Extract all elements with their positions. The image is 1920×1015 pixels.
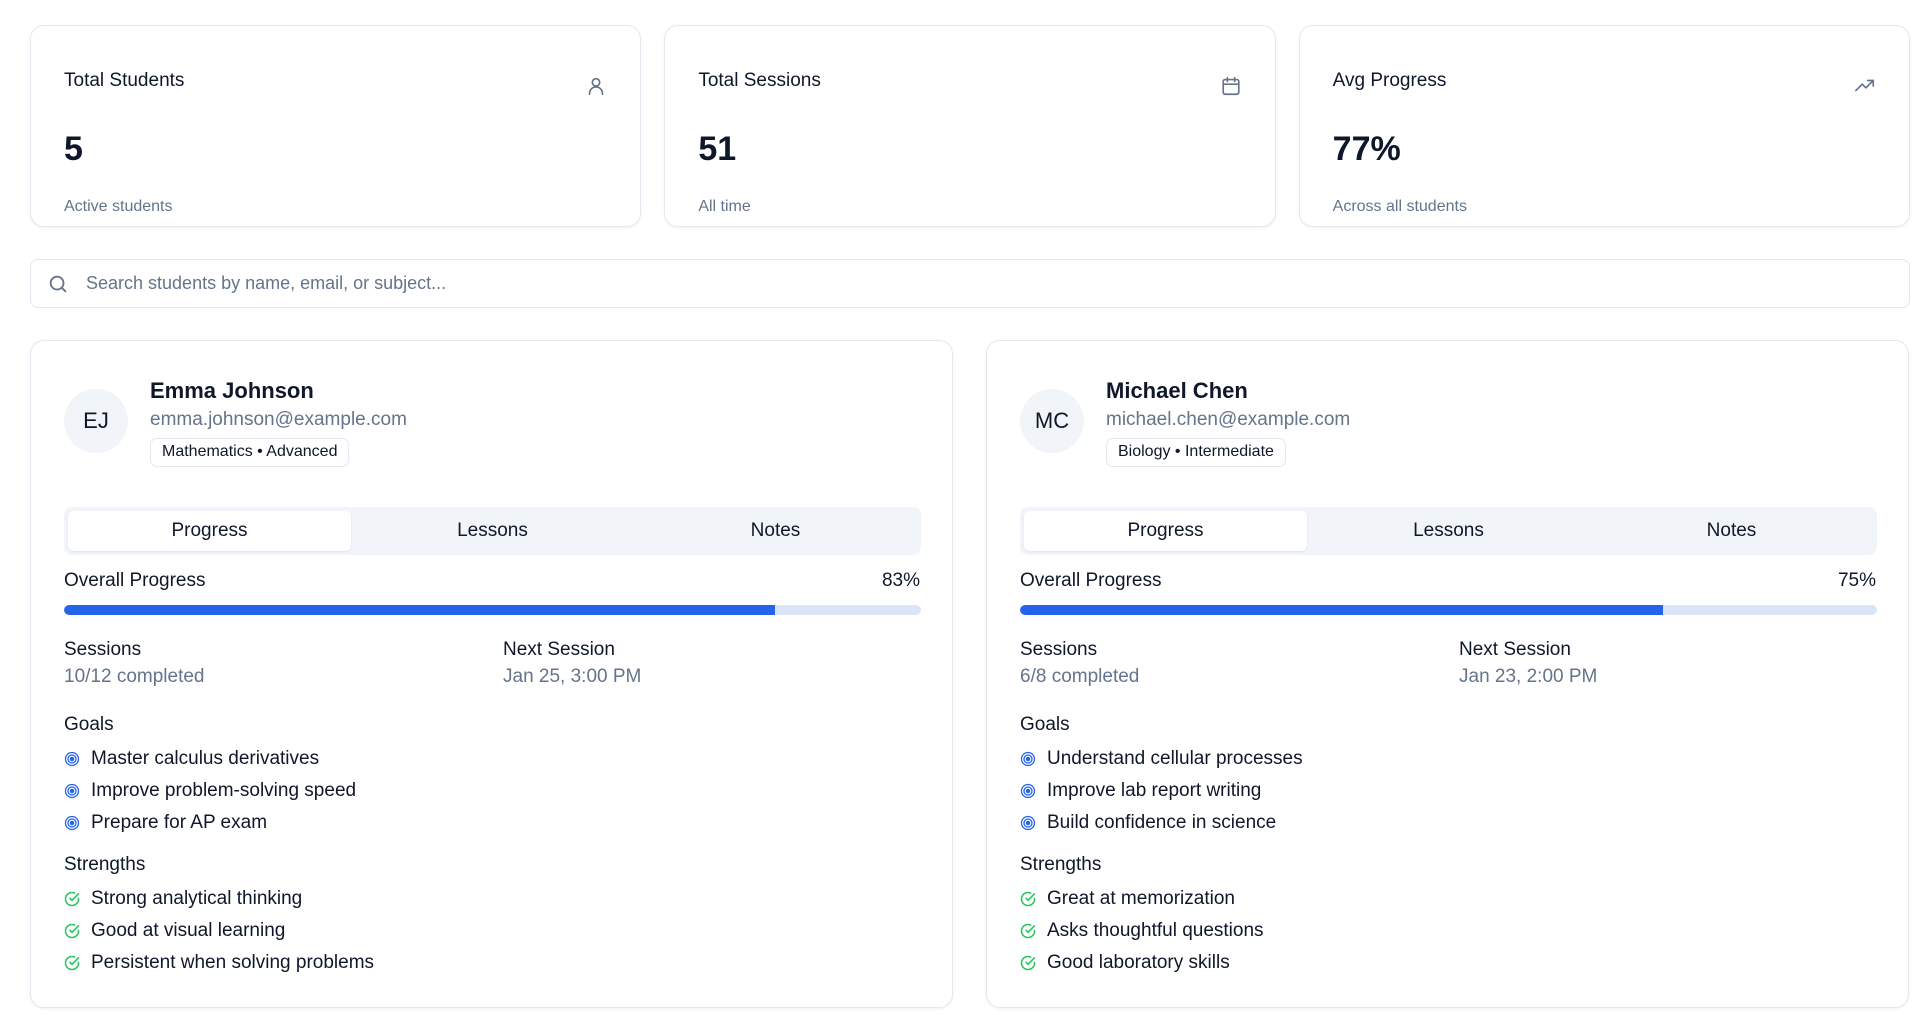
progress-bar — [64, 605, 921, 615]
progress-bar — [1020, 605, 1877, 615]
check-circle-icon — [64, 955, 80, 971]
progress-percent: 83% — [881, 570, 920, 591]
tab-lessons[interactable]: Lessons — [457, 520, 528, 541]
avatar: MC — [1020, 389, 1084, 453]
goal-text: Prepare for AP exam — [91, 812, 268, 833]
progress-label: Overall Progress — [64, 570, 206, 591]
stat-value: 77% — [1332, 130, 1401, 168]
sessions-value: 10/12 completed — [64, 666, 205, 687]
tab-progress[interactable]: Progress — [1024, 511, 1307, 551]
strength-text: Good laboratory skills — [1047, 952, 1230, 973]
goal-text: Improve lab report writing — [1047, 780, 1262, 801]
strength-text: Good at visual learning — [91, 920, 286, 941]
next-session-label: Next Session — [1459, 639, 1571, 660]
stat-card-avg-progress: Avg Progress 77% Across all students — [1298, 25, 1910, 227]
next-session-label: Next Session — [503, 639, 615, 660]
target-icon — [64, 751, 80, 767]
student-cards: EJ Emma Johnson emma.johnson@example.com… — [30, 340, 1910, 1008]
subject-badge: Biology • Intermediate — [1106, 438, 1286, 467]
student-name: Emma Johnson — [150, 378, 314, 403]
goal-item: Build confidence in science — [1020, 807, 1303, 839]
tab-notes[interactable]: Notes — [1706, 520, 1757, 541]
strength-item: Great at memorization — [1020, 883, 1264, 915]
goals-list: Understand cellular processes Improve la… — [1020, 743, 1303, 839]
next-session-value: Jan 23, 2:00 PM — [1459, 666, 1598, 687]
strength-text: Asks thoughtful questions — [1047, 920, 1264, 941]
target-icon — [64, 783, 80, 799]
stat-title: Total Students — [64, 70, 185, 91]
trending-up-icon — [1854, 75, 1876, 97]
tab-notes[interactable]: Notes — [750, 520, 801, 541]
target-icon — [1020, 815, 1036, 831]
strengths-list: Great at memorization Asks thoughtful qu… — [1020, 883, 1264, 979]
progress-bar-fill — [1020, 605, 1663, 615]
goal-item: Understand cellular processes — [1020, 743, 1303, 775]
stat-value: 51 — [698, 130, 737, 168]
strength-item: Persistent when solving problems — [64, 947, 374, 979]
tab-lessons[interactable]: Lessons — [1413, 520, 1484, 541]
search-icon — [47, 273, 69, 295]
target-icon — [1020, 783, 1036, 799]
check-circle-icon — [64, 923, 80, 939]
tab-progress[interactable]: Progress — [68, 511, 351, 551]
check-circle-icon — [64, 891, 80, 907]
strength-item: Good laboratory skills — [1020, 947, 1264, 979]
tab-list: Progress Lessons Notes — [1020, 507, 1877, 555]
goals-heading: Goals — [64, 714, 114, 735]
next-session-value: Jan 25, 3:00 PM — [503, 666, 642, 687]
search-input[interactable] — [86, 260, 1886, 306]
stats-row: Total Students 5 Active students Total S… — [30, 25, 1910, 227]
student-name: Michael Chen — [1106, 378, 1248, 403]
goal-item: Master calculus derivatives — [64, 743, 356, 775]
student-email: michael.chen@example.com — [1106, 409, 1351, 430]
stat-value: 5 — [64, 130, 83, 168]
stat-title: Avg Progress — [1332, 70, 1447, 91]
target-icon — [64, 815, 80, 831]
user-icon — [585, 75, 607, 97]
goals-list: Master calculus derivatives Improve prob… — [64, 743, 356, 839]
goal-item: Prepare for AP exam — [64, 807, 356, 839]
goal-text: Improve problem-solving speed — [91, 780, 357, 801]
student-email: emma.johnson@example.com — [150, 409, 407, 430]
goal-text: Build confidence in science — [1047, 812, 1277, 833]
progress-bar-fill — [64, 605, 776, 615]
strength-text: Strong analytical thinking — [91, 888, 303, 909]
stat-title: Total Sessions — [698, 70, 821, 91]
strength-item: Good at visual learning — [64, 915, 374, 947]
goal-text: Understand cellular processes — [1047, 748, 1303, 769]
progress-label: Overall Progress — [1020, 570, 1162, 591]
calendar-icon — [1220, 75, 1242, 97]
stat-subtitle: Across all students — [1332, 198, 1467, 215]
avatar: EJ — [64, 389, 128, 453]
goals-heading: Goals — [1020, 714, 1070, 735]
goal-item: Improve problem-solving speed — [64, 775, 356, 807]
strength-text: Great at memorization — [1047, 888, 1235, 909]
check-circle-icon — [1020, 923, 1036, 939]
check-circle-icon — [1020, 955, 1036, 971]
strengths-list: Strong analytical thinking Good at visua… — [64, 883, 374, 979]
strengths-heading: Strengths — [1020, 854, 1102, 875]
strength-item: Strong analytical thinking — [64, 883, 374, 915]
strength-text: Persistent when solving problems — [91, 952, 375, 973]
stat-card-total-students: Total Students 5 Active students — [30, 25, 642, 227]
sessions-label: Sessions — [1020, 639, 1098, 660]
strengths-heading: Strengths — [64, 854, 146, 875]
subject-badge: Mathematics • Advanced — [150, 438, 350, 467]
student-card: EJ Emma Johnson emma.johnson@example.com… — [30, 340, 953, 1008]
goal-text: Master calculus derivatives — [91, 748, 320, 769]
sessions-label: Sessions — [64, 639, 142, 660]
stat-card-total-sessions: Total Sessions 51 All time — [664, 25, 1276, 227]
goal-item: Improve lab report writing — [1020, 775, 1303, 807]
progress-percent: 75% — [1837, 570, 1876, 591]
strength-item: Asks thoughtful questions — [1020, 915, 1264, 947]
target-icon — [1020, 751, 1036, 767]
check-circle-icon — [1020, 891, 1036, 907]
stat-subtitle: Active students — [64, 198, 173, 215]
sessions-value: 6/8 completed — [1020, 666, 1140, 687]
search-bar — [30, 259, 1910, 308]
stat-subtitle: All time — [698, 198, 751, 215]
student-card: MC Michael Chen michael.chen@example.com… — [986, 340, 1909, 1008]
tab-list: Progress Lessons Notes — [64, 507, 921, 555]
